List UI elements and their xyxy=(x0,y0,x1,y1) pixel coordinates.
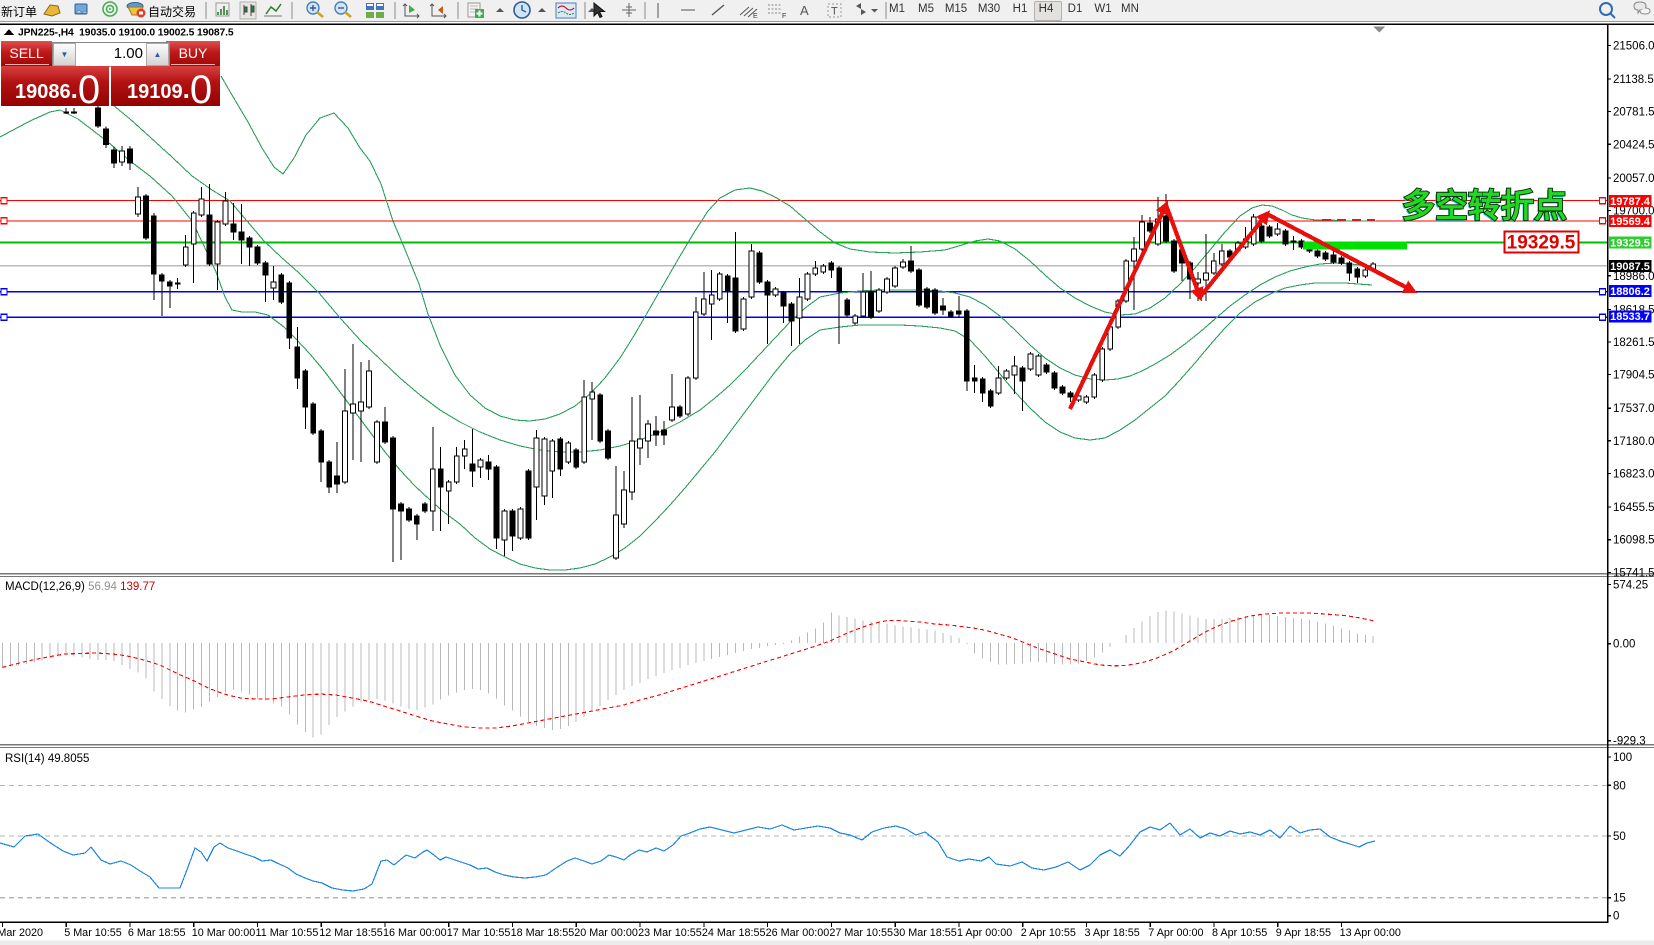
svg-text:A: A xyxy=(800,3,809,18)
svg-text:21138.5: 21138.5 xyxy=(1613,74,1654,86)
svg-text:多空转折点: 多空转折点 xyxy=(1401,189,1566,226)
svg-text:T: T xyxy=(831,6,838,18)
svg-text:16 Mar 00:00: 16 Mar 00:00 xyxy=(383,927,447,939)
svg-text:16823.0: 16823.0 xyxy=(1613,469,1654,481)
svg-text:50: 50 xyxy=(1613,831,1626,843)
svg-text:18 Mar 18:55: 18 Mar 18:55 xyxy=(511,927,575,939)
svg-text:17180.0: 17180.0 xyxy=(1613,436,1654,448)
svg-text:24 Mar 18:55: 24 Mar 18:55 xyxy=(702,927,766,939)
svg-text:100: 100 xyxy=(1613,752,1632,764)
svg-text:12 Mar 18:55: 12 Mar 18:55 xyxy=(319,927,383,939)
svg-text:13 Apr 00:00: 13 Apr 00:00 xyxy=(1340,927,1401,939)
svg-text:5 Mar 10:55: 5 Mar 10:55 xyxy=(64,927,122,939)
svg-text:27 Mar 10:55: 27 Mar 10:55 xyxy=(829,927,893,939)
svg-text:F: F xyxy=(782,13,786,20)
svg-text:8 Apr 10:55: 8 Apr 10:55 xyxy=(1212,927,1267,939)
svg-text:RSI(14) 49.8055: RSI(14) 49.8055 xyxy=(5,753,89,765)
svg-text:-929.3: -929.3 xyxy=(1613,736,1646,748)
svg-text:19087.5: 19087.5 xyxy=(1610,261,1650,273)
svg-text:15: 15 xyxy=(1613,893,1626,905)
svg-text:19569.4: 19569.4 xyxy=(1610,216,1651,228)
svg-text:21506.0: 21506.0 xyxy=(1613,40,1654,52)
svg-text:17 Mar 10:55: 17 Mar 10:55 xyxy=(447,927,511,939)
svg-text:16098.5: 16098.5 xyxy=(1613,535,1654,547)
svg-text:10 Mar 00:00: 10 Mar 00:00 xyxy=(192,927,256,939)
svg-text:18986.0: 18986.0 xyxy=(1613,271,1654,283)
svg-text:30 Mar 18:55: 30 Mar 18:55 xyxy=(893,927,957,939)
svg-text:80: 80 xyxy=(1613,780,1626,792)
svg-text:E: E xyxy=(753,13,758,20)
svg-text:19329.5: 19329.5 xyxy=(1507,233,1576,254)
svg-text:15741.5: 15741.5 xyxy=(1613,567,1654,579)
svg-text:26 Mar 00:00: 26 Mar 00:00 xyxy=(766,927,830,939)
svg-text:574.25: 574.25 xyxy=(1613,580,1648,592)
svg-text:0: 0 xyxy=(1613,911,1619,923)
svg-text:18806.2: 18806.2 xyxy=(1610,286,1650,298)
svg-text:2 Apr 10:55: 2 Apr 10:55 xyxy=(1021,927,1076,939)
svg-text:18261.5: 18261.5 xyxy=(1613,337,1654,349)
svg-text:23 Mar 10:55: 23 Mar 10:55 xyxy=(638,927,702,939)
svg-text:6 Mar 18:55: 6 Mar 18:55 xyxy=(128,927,186,939)
svg-text:17904.5: 17904.5 xyxy=(1613,370,1654,382)
svg-text:17537.0: 17537.0 xyxy=(1613,403,1654,415)
svg-text:3 Apr 18:55: 3 Apr 18:55 xyxy=(1085,927,1140,939)
svg-text:9 Apr 18:55: 9 Apr 18:55 xyxy=(1276,927,1331,939)
svg-text:20781.5: 20781.5 xyxy=(1613,107,1654,119)
svg-text:1 Apr 00:00: 1 Apr 00:00 xyxy=(957,927,1012,939)
svg-text:11 Mar 10:55: 11 Mar 10:55 xyxy=(256,927,319,939)
svg-text:19787.4: 19787.4 xyxy=(1610,196,1651,208)
svg-text:0.00: 0.00 xyxy=(1613,639,1635,651)
svg-text:18533.7: 18533.7 xyxy=(1610,311,1650,323)
svg-text:4 Mar 2020: 4 Mar 2020 xyxy=(0,927,43,939)
svg-text:MACD(12,26,9) 56.94 139.77: MACD(12,26,9) 56.94 139.77 xyxy=(5,581,155,593)
svg-text:JPN225-,H4 19035.0 19100.0 19: JPN225-,H4 19035.0 19100.0 19002.5 19087… xyxy=(18,28,234,39)
svg-text:16455.5: 16455.5 xyxy=(1613,502,1654,514)
svg-text:19329.5: 19329.5 xyxy=(1610,237,1650,249)
svg-text:20057.0: 20057.0 xyxy=(1613,173,1654,185)
svg-text:19700.0: 19700.0 xyxy=(1613,206,1654,218)
svg-text:多空转折点: 多空转折点 xyxy=(1402,187,1567,224)
svg-text:20 Mar 00:00: 20 Mar 00:00 xyxy=(574,927,638,939)
svg-text:20424.5: 20424.5 xyxy=(1613,139,1654,151)
svg-text:7 Apr 00:00: 7 Apr 00:00 xyxy=(1148,927,1203,939)
